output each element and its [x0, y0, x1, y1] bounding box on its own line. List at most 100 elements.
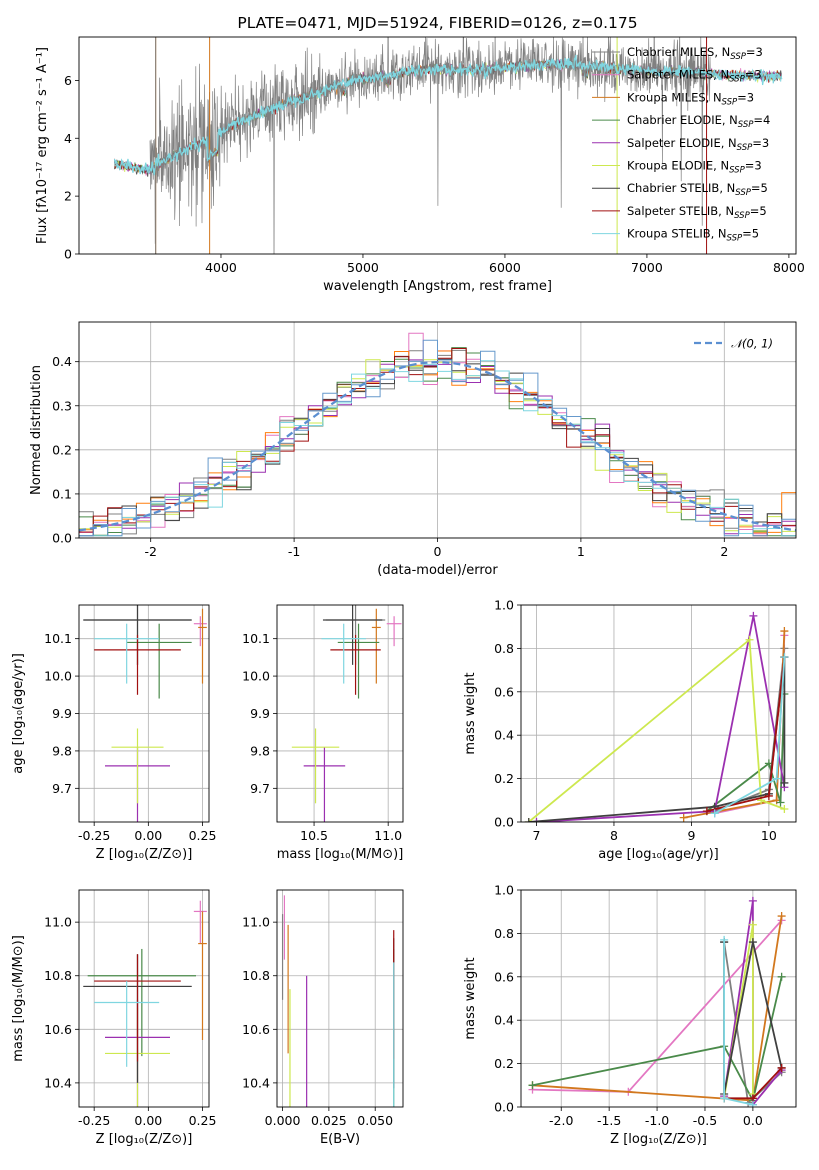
model-line-kroupa-stelib [113, 54, 783, 176]
x-tick-label: 7000 [631, 260, 663, 275]
legend-entry: Chabrier MILES, NSSP=3 [627, 45, 763, 62]
x-axis-label: mass [log₁₀(M/M⊙)] [277, 847, 404, 862]
x-tick-label: 0 [434, 544, 442, 559]
axes-frame [276, 889, 404, 1108]
y-tick-label: 9.8 [250, 743, 270, 758]
y-axis-label: age [log₁₀(age/yr)] [11, 653, 26, 774]
x-tick-label: 10.5 [300, 828, 328, 843]
legend-suffix: =3 [745, 159, 762, 173]
legend-suffix: =3 [752, 136, 769, 150]
x-tick-label: 8 [610, 828, 618, 843]
weight-marker [749, 611, 758, 620]
axes-frame [78, 321, 797, 539]
y-tick-label: 0.8 [494, 641, 514, 656]
axes-frame [78, 889, 210, 1108]
plot-area [521, 890, 796, 1107]
legend-suffix: =3 [746, 45, 763, 59]
legend-name: Kroupa ELODIE, N [627, 159, 729, 173]
x-axis-label: Z [log₁₀(Z/Z⊙)] [96, 1132, 193, 1147]
y-tick-label: 0.8 [494, 926, 514, 941]
weight-marker [679, 813, 688, 822]
legend-name: Kroupa MILES, N [627, 90, 722, 104]
weight-marker [748, 920, 757, 929]
plot-area [79, 605, 209, 822]
x-axis-label: wavelength [Angstrom, rest frame] [323, 279, 552, 294]
y-tick-label: 10.0 [44, 669, 72, 684]
panel-6: -0.25 0.00 0.25 10.4 10.6 10.8 11.0 Z [log₁₀(Z/… [11, 889, 216, 1147]
weight-marker [720, 935, 729, 944]
legend-sub: SSP [738, 120, 754, 130]
legend-name: Salpeter ELODIE, N [627, 136, 737, 150]
x-tick-label: 9 [687, 828, 695, 843]
y-tick-label: 10.6 [242, 1022, 270, 1037]
y-tick-label: 1.0 [494, 598, 514, 613]
weight-series-4 [532, 976, 783, 1104]
y-tick-label: 9.9 [250, 706, 270, 721]
weight-marker [780, 778, 789, 787]
panel-8: -2.0 -1.5 -1.0 -0.5 0.0 0.0 0.2 0.4 0.6 0.8 1.0 Z [… [463, 883, 797, 1147]
y-tick-label: 0.1 [52, 486, 72, 501]
legend-sub: SSP [722, 97, 738, 107]
x-tick-label: -1.5 [597, 1113, 621, 1128]
legend-sub: SSP [730, 52, 746, 62]
y-tick-label: 10.4 [44, 1075, 72, 1090]
weight-series-2 [714, 635, 786, 815]
legend-sub: SSP [729, 75, 745, 85]
x-tick-label: -0.25 [78, 828, 110, 843]
plot-area [521, 605, 796, 822]
x-tick-label: 5000 [347, 260, 379, 275]
weight-marker [776, 798, 785, 807]
weight-marker [772, 774, 781, 783]
weight-series-7 [528, 656, 786, 822]
y-axis-label: mass weight [463, 672, 478, 754]
legend-name: Chabrier MILES, N [627, 45, 730, 59]
plot-area [79, 890, 209, 1107]
x-tick-label: 0.000 [265, 1113, 301, 1128]
y-tick-label: 2 [64, 189, 72, 204]
panel-7: 0.000 0.025 0.050 10.4 10.6 10.8 11.0 E(B-V) [242, 889, 404, 1147]
x-axis-label: E(B-V) [320, 1132, 360, 1147]
legend-entry: Kroupa ELODIE, NSSP=3 [627, 159, 762, 176]
legend-entry: 𝒩(0, 1) [731, 337, 773, 351]
plot-area [79, 322, 796, 538]
y-tick-label: 10.1 [44, 631, 72, 646]
x-tick-label: 10 [761, 828, 777, 843]
panel-2: -2 -1 0 1 2 0.0 0.1 0.2 0.3 0.4 (data-model)/error… [29, 321, 797, 578]
y-tick-label: 10.8 [242, 968, 270, 983]
weight-marker [748, 938, 757, 947]
y-tick-label: 0.0 [494, 815, 514, 830]
y-axis-label: Flux [fλ10⁻¹⁷ erg cm⁻² s⁻¹ A⁻¹] [35, 47, 50, 244]
y-tick-label: 0.2 [494, 771, 514, 786]
x-tick-label: 6000 [489, 260, 521, 275]
x-tick-label: 0.0 [743, 1113, 763, 1128]
weight-marker [720, 1094, 729, 1103]
y-tick-label: 9.7 [52, 781, 72, 796]
y-tick-label: 10.8 [44, 968, 72, 983]
legend-sub: SSP [729, 166, 745, 176]
x-tick-label: 8000 [773, 260, 805, 275]
x-axis-label: (data-model)/error [377, 563, 498, 578]
weight-series-5 [536, 615, 786, 822]
y-tick-label: 10.4 [242, 1075, 270, 1090]
y-tick-label: 9.7 [250, 781, 270, 796]
legend-entry: Kroupa STELIB, NSSP=5 [627, 227, 759, 244]
legend-suffix: =3 [745, 68, 762, 82]
weight-marker [777, 1063, 786, 1072]
y-tick-label: 11.0 [44, 915, 72, 930]
weight-marker [764, 791, 773, 800]
x-axis-label: Z [log₁₀(Z/Z⊙)] [96, 847, 193, 862]
weight-marker [528, 1081, 537, 1090]
weight-marker [780, 627, 789, 636]
y-tick-label: 0.6 [494, 684, 514, 699]
y-tick-label: 0.4 [494, 1013, 514, 1028]
legend-entry: Salpeter STELIB, NSSP=5 [627, 204, 767, 221]
plot-area [277, 605, 403, 822]
x-tick-label: -2 [144, 544, 156, 559]
x-tick-label: 11.0 [374, 828, 402, 843]
y-tick-label: 0 [64, 247, 72, 262]
weight-series-4 [706, 693, 786, 812]
legend-suffix: =3 [737, 90, 754, 104]
y-tick-label: 0.0 [494, 1100, 514, 1115]
